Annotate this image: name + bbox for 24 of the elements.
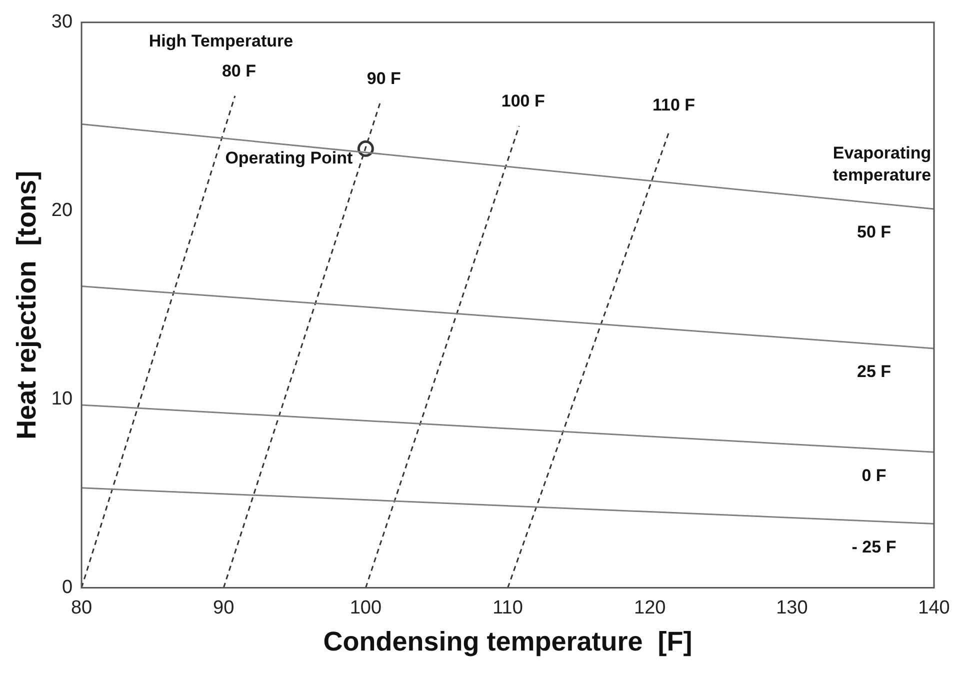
series-label: 50 F — [856, 222, 892, 242]
x-tick-label: 90 — [213, 597, 234, 618]
x-tick-label: 120 — [634, 597, 666, 618]
y-tick-label: 20 — [51, 200, 73, 222]
y-tick-label: 0 — [62, 577, 73, 598]
x-tick-label: 100 — [350, 597, 382, 618]
annotation: Evaporating temperature — [832, 144, 932, 185]
y-axis-title: Heat rejection [tons] — [12, 170, 42, 440]
x-tick-label: 140 — [918, 597, 950, 618]
series-label: Operating Point — [225, 148, 354, 168]
series-label: 100 F — [501, 92, 545, 111]
series-label: 25 F — [856, 362, 892, 382]
series-label: 80 F — [222, 62, 256, 81]
y-tick-label: 30 — [51, 12, 73, 33]
series-label: 90 F — [366, 69, 401, 88]
x-tick-label: 80 — [70, 597, 92, 618]
x-axis-title: Condensing temperature [F] — [323, 626, 692, 656]
x-tick-label: 130 — [776, 597, 808, 618]
series-label: - 25 F — [852, 537, 896, 556]
annotation: High Temperature — [148, 32, 294, 51]
series-label: 0 F — [862, 466, 886, 485]
x-tick-label: 110 — [492, 597, 523, 618]
y-tick-label: 10 — [51, 388, 73, 410]
series-label: 110 F — [652, 96, 696, 115]
